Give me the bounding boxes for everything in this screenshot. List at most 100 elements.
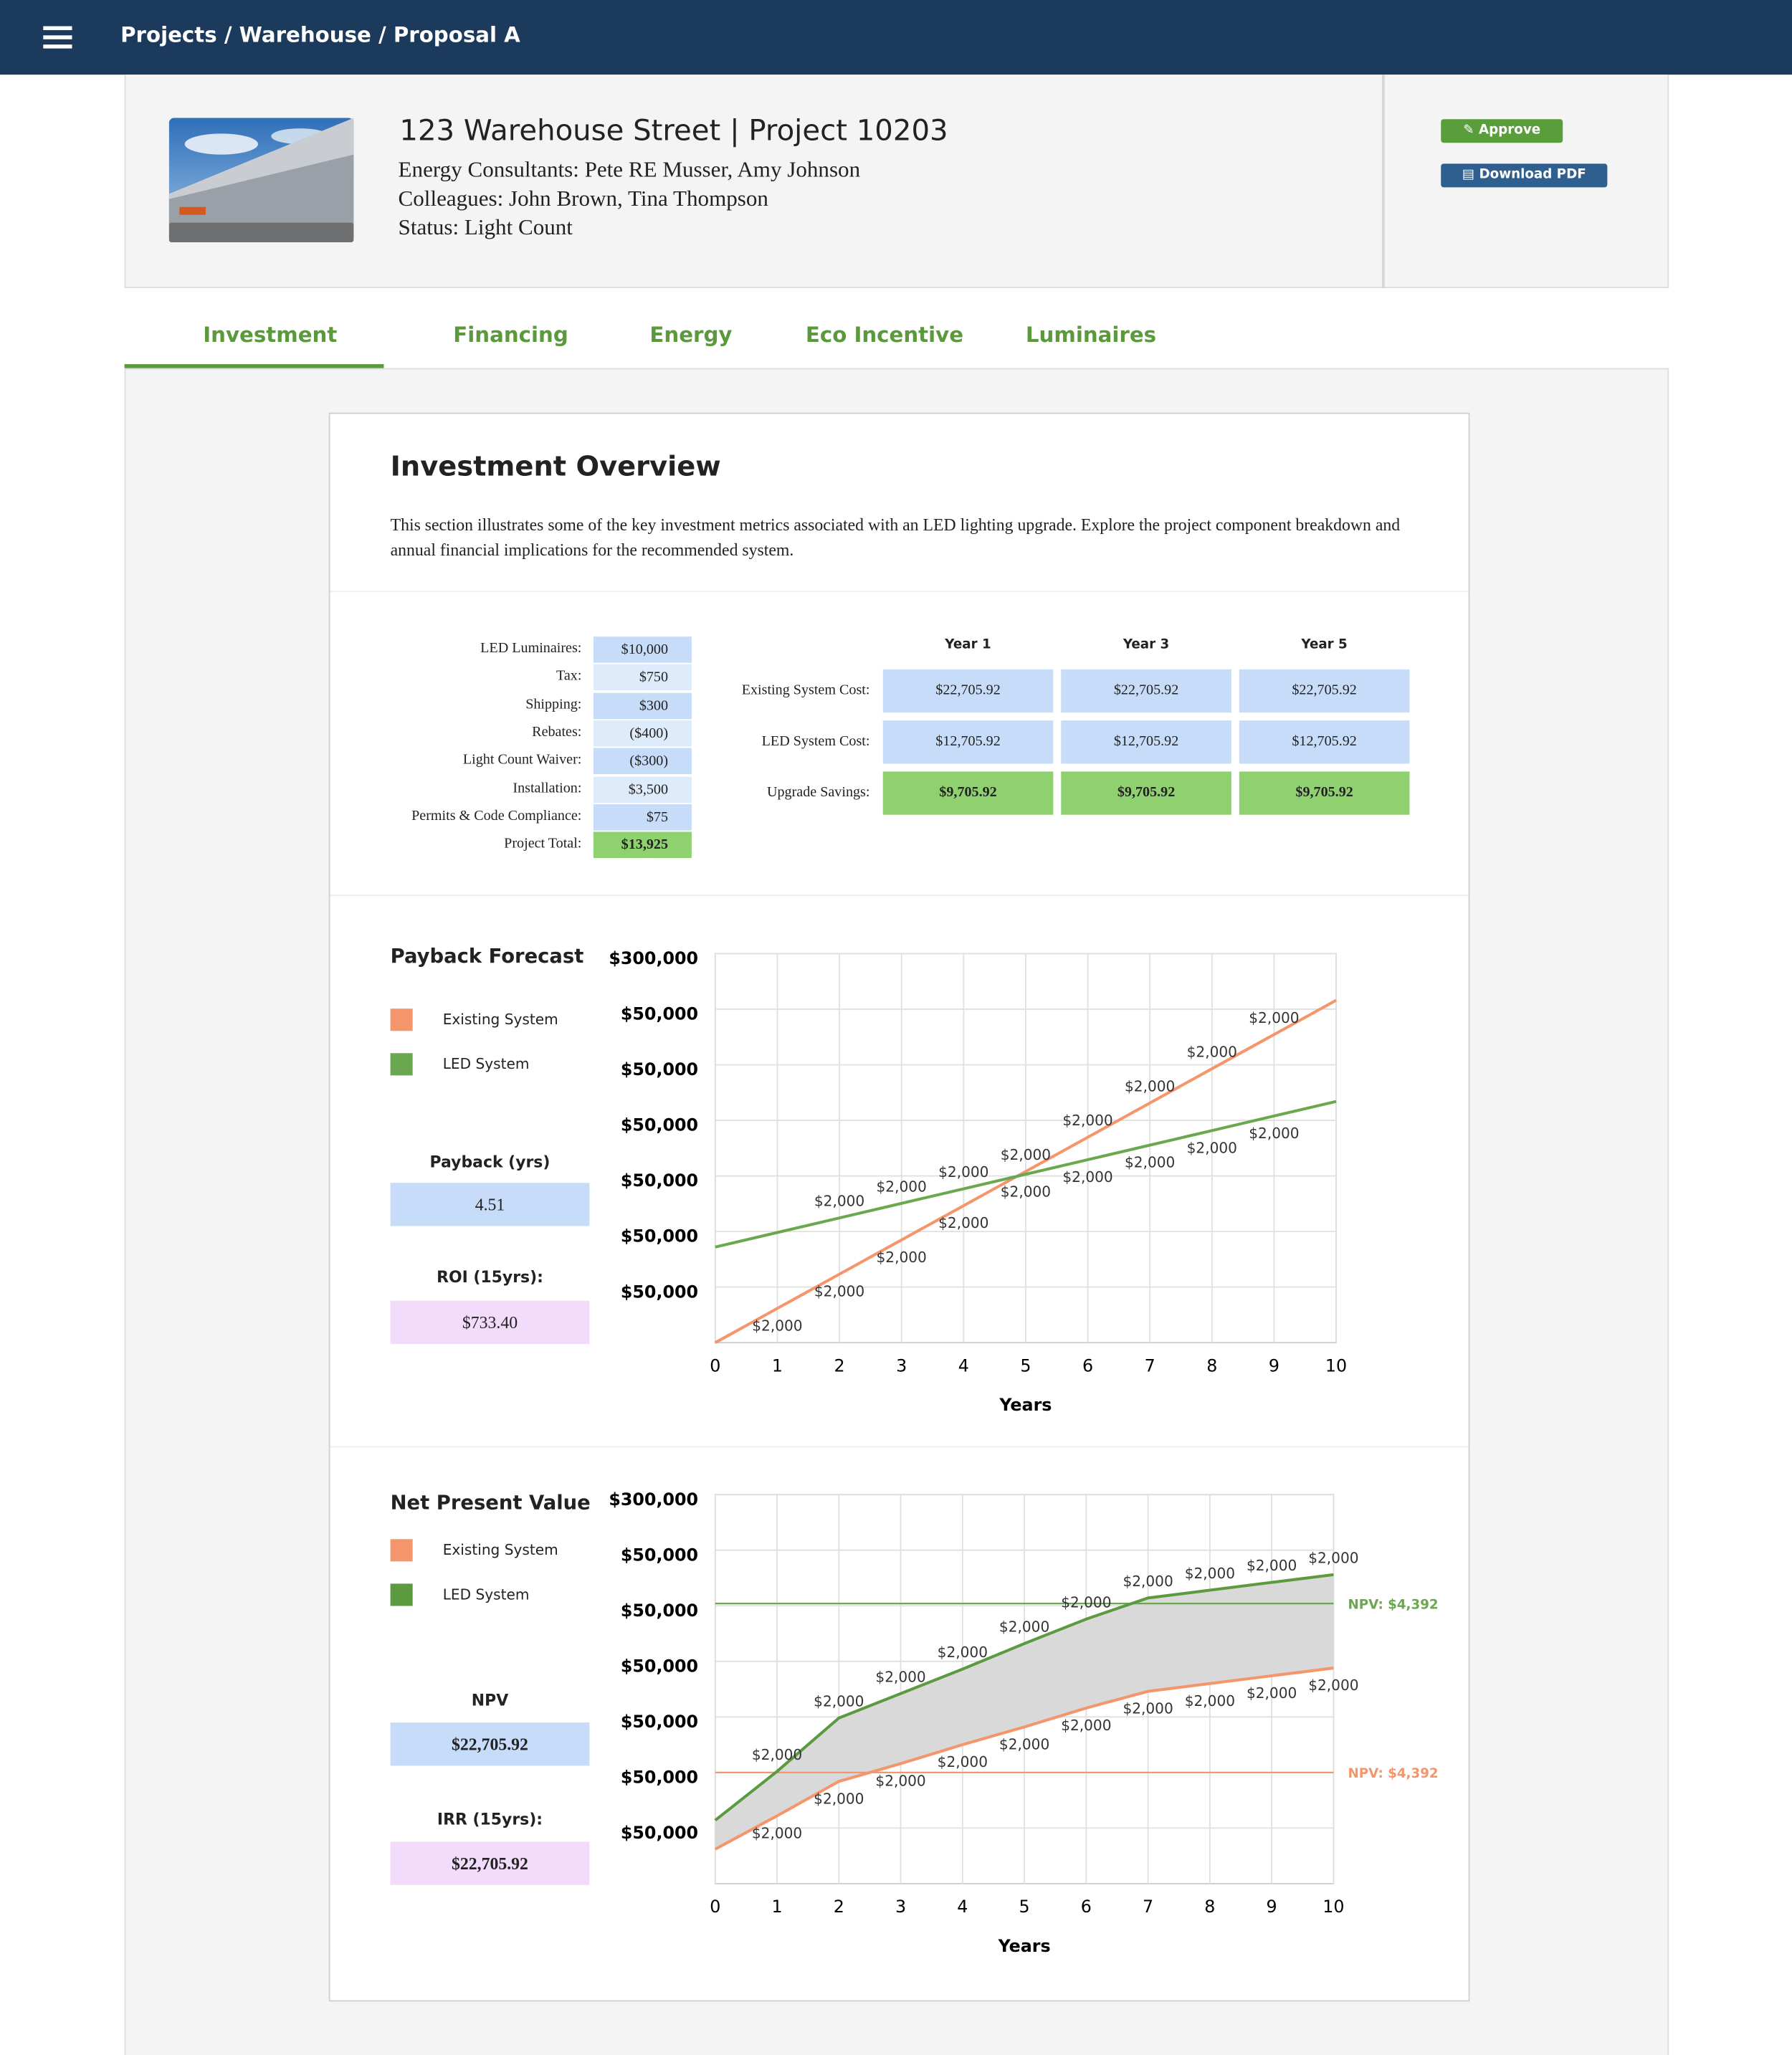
- cost-label: Shipping:: [525, 696, 582, 712]
- download-button[interactable]: ▤ Download PDF: [1441, 163, 1608, 188]
- separator: [330, 1446, 1469, 1448]
- data-label: $2,000: [1308, 1549, 1358, 1566]
- data-label: $2,000: [1247, 1557, 1297, 1574]
- x-axis-title: Years: [999, 1395, 1052, 1415]
- project-photo: [168, 118, 354, 243]
- data-label: $2,000: [938, 1214, 988, 1231]
- cost-value: $75: [593, 804, 692, 831]
- x-tick-label: 4: [957, 1897, 968, 1917]
- column-header: Year 5: [1301, 637, 1348, 653]
- row-label: Upgrade Savings:: [766, 784, 870, 801]
- cost-label: Installation:: [513, 780, 582, 796]
- project-detail: Colleagues: John Brown, Tina Thompson: [398, 186, 768, 211]
- data-label: $2,000: [938, 1644, 988, 1661]
- data-label: $2,000: [752, 1746, 802, 1763]
- data-label: $2,000: [1187, 1044, 1237, 1061]
- card-divider: [1382, 75, 1385, 289]
- data-label: $2,000: [875, 1773, 925, 1790]
- legend-label: Existing System: [442, 1011, 558, 1029]
- legend-swatch: [390, 1583, 413, 1606]
- comparison-value: $9,705.92: [1239, 771, 1410, 815]
- x-tick-label: 4: [958, 1355, 969, 1375]
- y-tick-label: $50,000: [621, 1545, 698, 1565]
- button-label: Approve: [1478, 123, 1541, 138]
- button-label: Download PDF: [1479, 167, 1586, 183]
- tab[interactable]: Investment: [203, 322, 338, 348]
- cost-label: Tax:: [556, 668, 582, 685]
- legend-label: LED System: [442, 1055, 530, 1073]
- row-label: LED System Cost:: [761, 733, 870, 750]
- tab[interactable]: Eco Incentive: [805, 322, 964, 348]
- x-tick-label: 6: [1082, 1355, 1093, 1375]
- comparison-value: $12,705.92: [882, 720, 1054, 764]
- x-tick-label: 0: [710, 1897, 720, 1917]
- reference-label: NPV: $4,392: [1348, 1597, 1438, 1612]
- project-detail: Status: Light Count: [398, 214, 573, 240]
- x-tick-label: 8: [1206, 1355, 1217, 1375]
- x-tick-label: 9: [1269, 1355, 1279, 1375]
- breadcrumb[interactable]: Projects / Warehouse / Proposal A: [120, 22, 520, 47]
- cost-value: $300: [593, 692, 692, 719]
- data-label: $2,000: [938, 1753, 988, 1770]
- y-tick-label: $50,000: [621, 1282, 698, 1302]
- separator: [330, 895, 1469, 897]
- data-label: $2,000: [1061, 1717, 1111, 1734]
- y-tick-label: $50,000: [621, 1004, 698, 1024]
- data-label: $2,000: [1185, 1692, 1235, 1710]
- panel-text: This section illustrates some of the key…: [390, 515, 1401, 560]
- chart: 0 1 2 3 4 5 6 7 8 9 10 $50,000 $50,000 $50,000 $50,000…: [609, 1489, 1438, 1956]
- x-tick-label: 3: [896, 1355, 907, 1375]
- data-label: $2,000: [752, 1824, 802, 1841]
- data-label: $2,000: [814, 1283, 864, 1300]
- y-tick-label: $50,000: [621, 1712, 698, 1732]
- y-tick-label: $300,000: [609, 948, 698, 968]
- project-title: 123 Warehouse Street | Project 10203: [399, 115, 948, 148]
- comparison-value: $12,705.92: [1239, 720, 1410, 764]
- x-axis-title: Years: [998, 1936, 1051, 1956]
- data-label: $2,000: [1249, 1009, 1299, 1026]
- x-tick-label: 1: [772, 1355, 783, 1375]
- x-tick-label: 2: [834, 1897, 844, 1917]
- project-detail: Energy Consultants: Pete RE Musser, Amy …: [398, 157, 861, 183]
- legend-swatch: [390, 1009, 413, 1031]
- separator: [330, 591, 1469, 593]
- menu-icon[interactable]: [39, 21, 76, 55]
- y-tick-label: $50,000: [621, 1226, 698, 1246]
- metric-value: 4.51: [390, 1183, 590, 1226]
- x-tick-label: 3: [895, 1897, 906, 1917]
- tab[interactable]: Luminaires: [1025, 322, 1157, 348]
- x-tick-label: 7: [1145, 1355, 1155, 1375]
- legend-swatch: [390, 1053, 413, 1076]
- area-between: [715, 1574, 1334, 1849]
- data-label: $2,000: [1001, 1183, 1051, 1200]
- x-tick-label: 9: [1267, 1897, 1277, 1917]
- tab[interactable]: Financing: [453, 322, 568, 348]
- top-bar: [0, 0, 1792, 75]
- tab[interactable]: Energy: [649, 322, 733, 348]
- data-label: $2,000: [1125, 1077, 1175, 1095]
- metric-label: Payback (yrs): [429, 1153, 551, 1171]
- x-tick-label: 2: [834, 1355, 844, 1375]
- data-label: $2,000: [1187, 1139, 1237, 1156]
- x-tick-label: 0: [710, 1355, 720, 1375]
- data-label: $2,000: [1247, 1684, 1297, 1702]
- approve-button[interactable]: ✎ Approve: [1441, 119, 1563, 143]
- cost-value: $750: [593, 664, 692, 691]
- series-line: [714, 1573, 1334, 1822]
- y-tick-label: $50,000: [621, 1823, 698, 1843]
- x-tick-label: 5: [1020, 1355, 1031, 1375]
- y-tick-label: $50,000: [621, 1601, 698, 1621]
- metric-label: ROI (15yrs):: [437, 1268, 543, 1287]
- column-header: Year 3: [1123, 637, 1170, 653]
- data-label: $2,000: [1001, 1146, 1051, 1163]
- y-tick-label: $300,000: [609, 1489, 698, 1510]
- tab-underline: [124, 364, 384, 368]
- reference-label: NPV: $4,392: [1348, 1766, 1438, 1781]
- cost-value: ($400): [593, 720, 692, 747]
- y-tick-label: $50,000: [621, 1170, 698, 1191]
- x-tick-label: 6: [1081, 1897, 1092, 1917]
- cost-value: $13,925: [593, 831, 692, 859]
- cost-label: Project Total:: [504, 836, 582, 852]
- series-line: [714, 998, 1338, 1344]
